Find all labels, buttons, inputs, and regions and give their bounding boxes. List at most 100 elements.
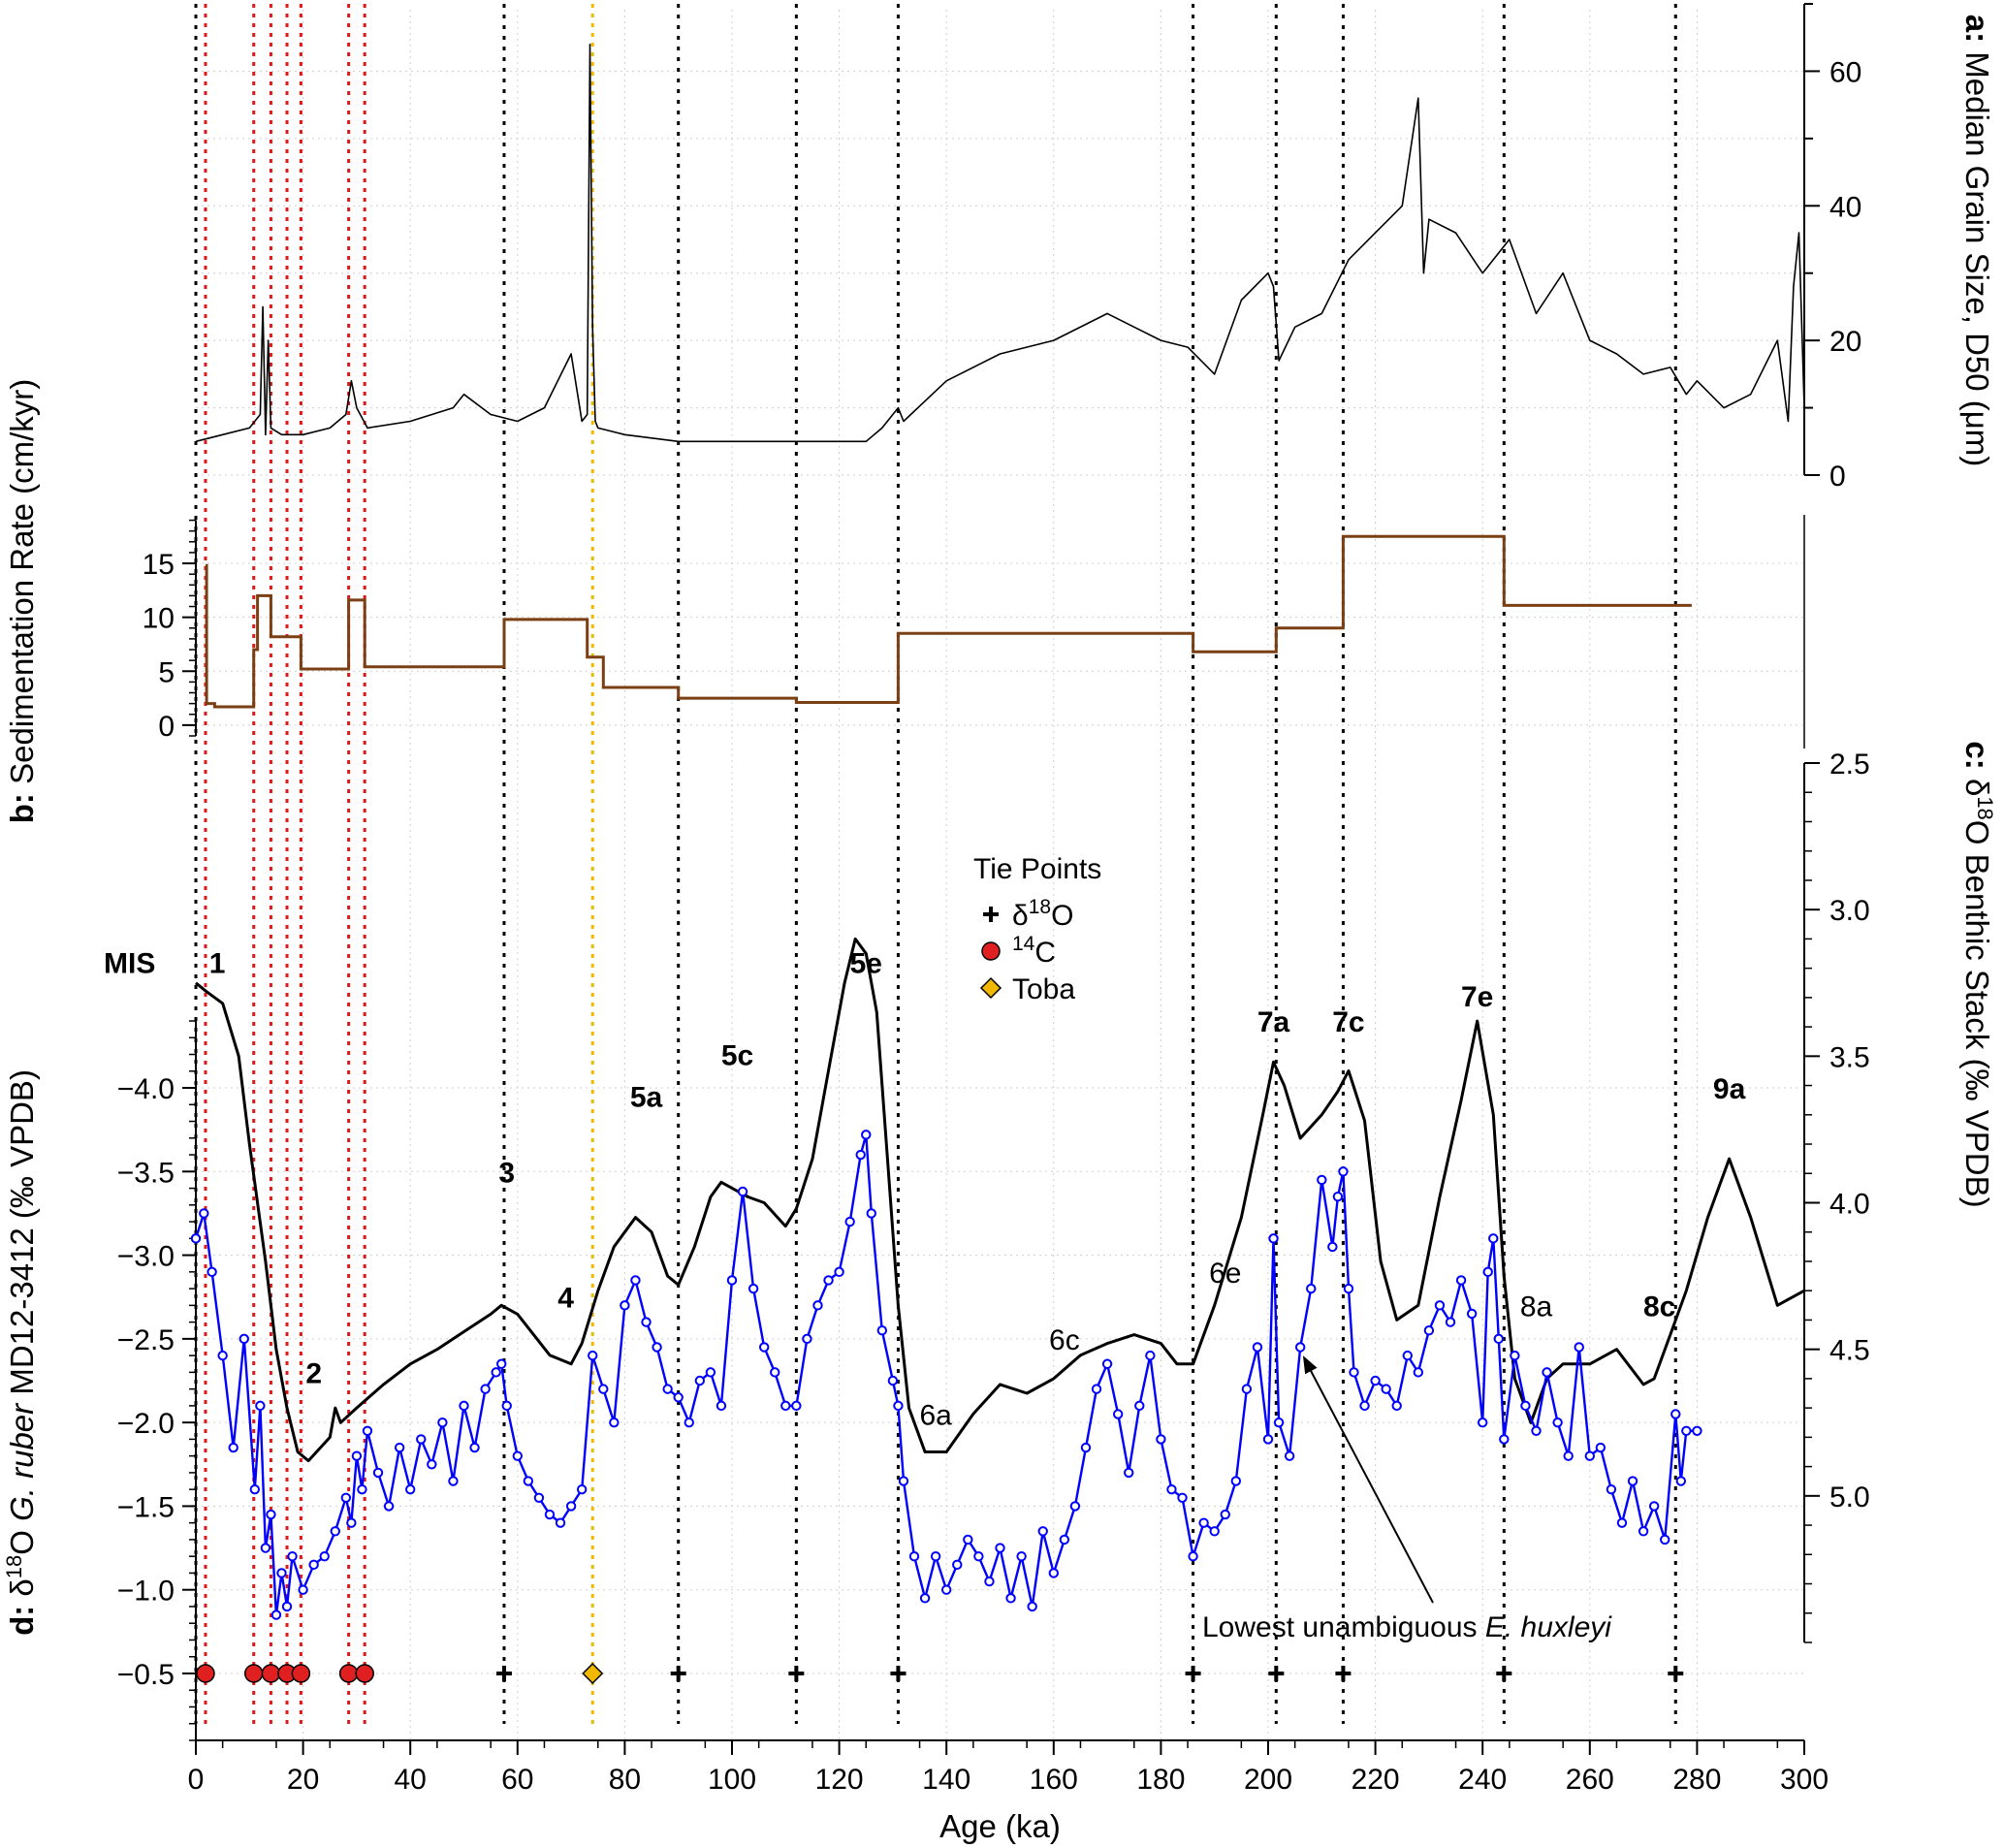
- ruber-d18o-point: [1145, 1350, 1156, 1361]
- ruber-d18o-point: [893, 1400, 904, 1412]
- axis-b-tick-label: 0: [158, 711, 175, 743]
- ruber-d18o-point: [308, 1559, 319, 1571]
- ruber-d18o-point: [448, 1476, 459, 1486]
- ruber-d18o-point: [1156, 1434, 1166, 1445]
- ruber-d18o-point: [1317, 1174, 1327, 1186]
- axis-c-tick-label: 4.0: [1829, 1189, 1870, 1221]
- ruber-d18o-point: [1273, 1417, 1285, 1428]
- ruber-d18o-point: [1124, 1467, 1134, 1479]
- legend-diamond-icon: [979, 976, 1002, 1000]
- ruber-d18o-point: [887, 1375, 899, 1386]
- ruber-d18o-point: [1455, 1275, 1467, 1286]
- ruber-d18o-point: [523, 1476, 534, 1486]
- ruber-d18o-point: [405, 1483, 416, 1495]
- mis-stage-label: 7a: [1257, 1006, 1290, 1038]
- ruber-d18o-point: [748, 1283, 759, 1294]
- ruber-d18o-point: [501, 1400, 512, 1412]
- ruber-d18o-point: [609, 1417, 620, 1428]
- ruber-d18o-point: [1134, 1400, 1145, 1412]
- ruber-d18o-point: [1381, 1384, 1391, 1394]
- x-tick-label: 20: [287, 1764, 319, 1796]
- ruber-d18o-point: [1499, 1434, 1510, 1445]
- c14-tie-marker: [196, 1664, 215, 1683]
- x-axis-title: Age (ka): [939, 1808, 1061, 1844]
- ruber-d18o-point: [641, 1317, 652, 1327]
- mis-stage-label: 6a: [919, 1400, 952, 1432]
- tie-points-layer: [196, 1662, 1684, 1685]
- ruber-d18o-point: [1648, 1501, 1660, 1512]
- mis-stage-label: 5a: [630, 1082, 663, 1114]
- ruber-d18o-point: [1230, 1476, 1242, 1486]
- ruber-d18o-point: [351, 1450, 363, 1461]
- axis-c-title: c: δ18O Benthic Stack (‰ VPDB): [1959, 741, 1997, 1207]
- ruber-d18o-point: [684, 1417, 694, 1428]
- ruber-d18o-point: [995, 1543, 1005, 1553]
- axis-a-tick-label: 0: [1829, 461, 1846, 493]
- d18o-tie-marker: [788, 1665, 805, 1681]
- ruber-d18o-point: [427, 1459, 437, 1470]
- legend-label: Toba: [1012, 973, 1075, 1005]
- ruber-d18o-point: [270, 1609, 282, 1620]
- ruber-d18o-point: [207, 1266, 217, 1278]
- x-tick-label: 0: [188, 1764, 205, 1796]
- grain-size-line: [195, 43, 1805, 443]
- ruber-d18o-point: [758, 1342, 770, 1353]
- ruber-d18o-point: [287, 1550, 298, 1562]
- ruber-d18o-point: [1391, 1400, 1402, 1412]
- benthic-stack-line: [195, 937, 1805, 1463]
- toba-tie-marker: [582, 1662, 604, 1685]
- ruber-d18o-point: [620, 1300, 630, 1311]
- ruber-d18o-point: [199, 1208, 209, 1219]
- ruber-d18o-point: [1423, 1325, 1435, 1336]
- ruber-d18o-point: [1016, 1550, 1027, 1562]
- ruber-d18o-point: [1670, 1409, 1681, 1419]
- ruber-d18o-point: [576, 1483, 588, 1495]
- mis-stage-label: 9a: [1713, 1073, 1746, 1105]
- axis-d-tick-label: −2.5: [117, 1324, 175, 1356]
- ruber-d18o-point: [1198, 1517, 1209, 1528]
- d18o-tie-marker: [1668, 1665, 1684, 1681]
- mis-title: MIS: [104, 948, 155, 980]
- legend-circle-icon: [981, 941, 1001, 961]
- d18o-tie-marker: [495, 1665, 512, 1681]
- grid-layer: [196, 10, 1804, 1740]
- ruber-d18o-point: [1027, 1601, 1037, 1612]
- annotation-arrow-head: [1302, 1355, 1318, 1375]
- annotation-label: Lowest unambiguous E. huxleyi: [1202, 1611, 1612, 1643]
- labels-layer: MIS 1 2 3 4 5a 5c 5e 6a 6c 6e 7a 7c 7e 8a 8c 9a Tie Point…: [104, 853, 1746, 1643]
- ruber-d18o-point: [876, 1325, 888, 1336]
- ruber-d18o-point: [1306, 1283, 1317, 1294]
- ruber-d18o-point: [533, 1492, 545, 1503]
- ruber-d18o-point: [496, 1358, 507, 1369]
- ruber-d18o-point: [437, 1417, 448, 1428]
- ruber-d18o-point: [737, 1186, 748, 1197]
- x-tick-label: 220: [1352, 1764, 1400, 1796]
- ruber-d18o-point: [1520, 1400, 1531, 1412]
- ruber-d18o-point: [1595, 1442, 1606, 1453]
- x-tick-label: 260: [1566, 1764, 1614, 1796]
- axis-d-tick-label: −2.0: [117, 1408, 175, 1440]
- ruber-d18o-point: [1482, 1266, 1493, 1278]
- ruber-d18o-point: [480, 1384, 491, 1394]
- axis-b-tick-label: 10: [143, 603, 175, 635]
- axis-a-tick-label: 40: [1829, 191, 1861, 223]
- ruber-d18o-point: [383, 1501, 395, 1512]
- ruber-d18o-point: [1510, 1350, 1520, 1361]
- series-layer: [190, 43, 1805, 1620]
- ruber-d18o-point: [555, 1517, 566, 1528]
- ruber-d18o-point: [565, 1501, 577, 1512]
- mis-stage-label: 7e: [1461, 981, 1493, 1013]
- ruber-d18o-point: [1466, 1308, 1478, 1320]
- ruber-d18o-point: [984, 1576, 995, 1587]
- ruber-d18o-point: [630, 1275, 641, 1286]
- ruber-d18o-point: [908, 1550, 920, 1562]
- c14-tie-marker: [261, 1664, 281, 1683]
- ruber-d18o-point: [1434, 1300, 1446, 1311]
- ruber-d18o-point: [1069, 1501, 1081, 1512]
- ruber-d18o-point: [791, 1400, 802, 1412]
- axis-c-tick-label: 5.0: [1829, 1482, 1870, 1513]
- x-tick-label: 160: [1030, 1764, 1078, 1796]
- ruber-d18o-point: [1681, 1425, 1692, 1436]
- ruber-d18o-point: [1037, 1526, 1048, 1537]
